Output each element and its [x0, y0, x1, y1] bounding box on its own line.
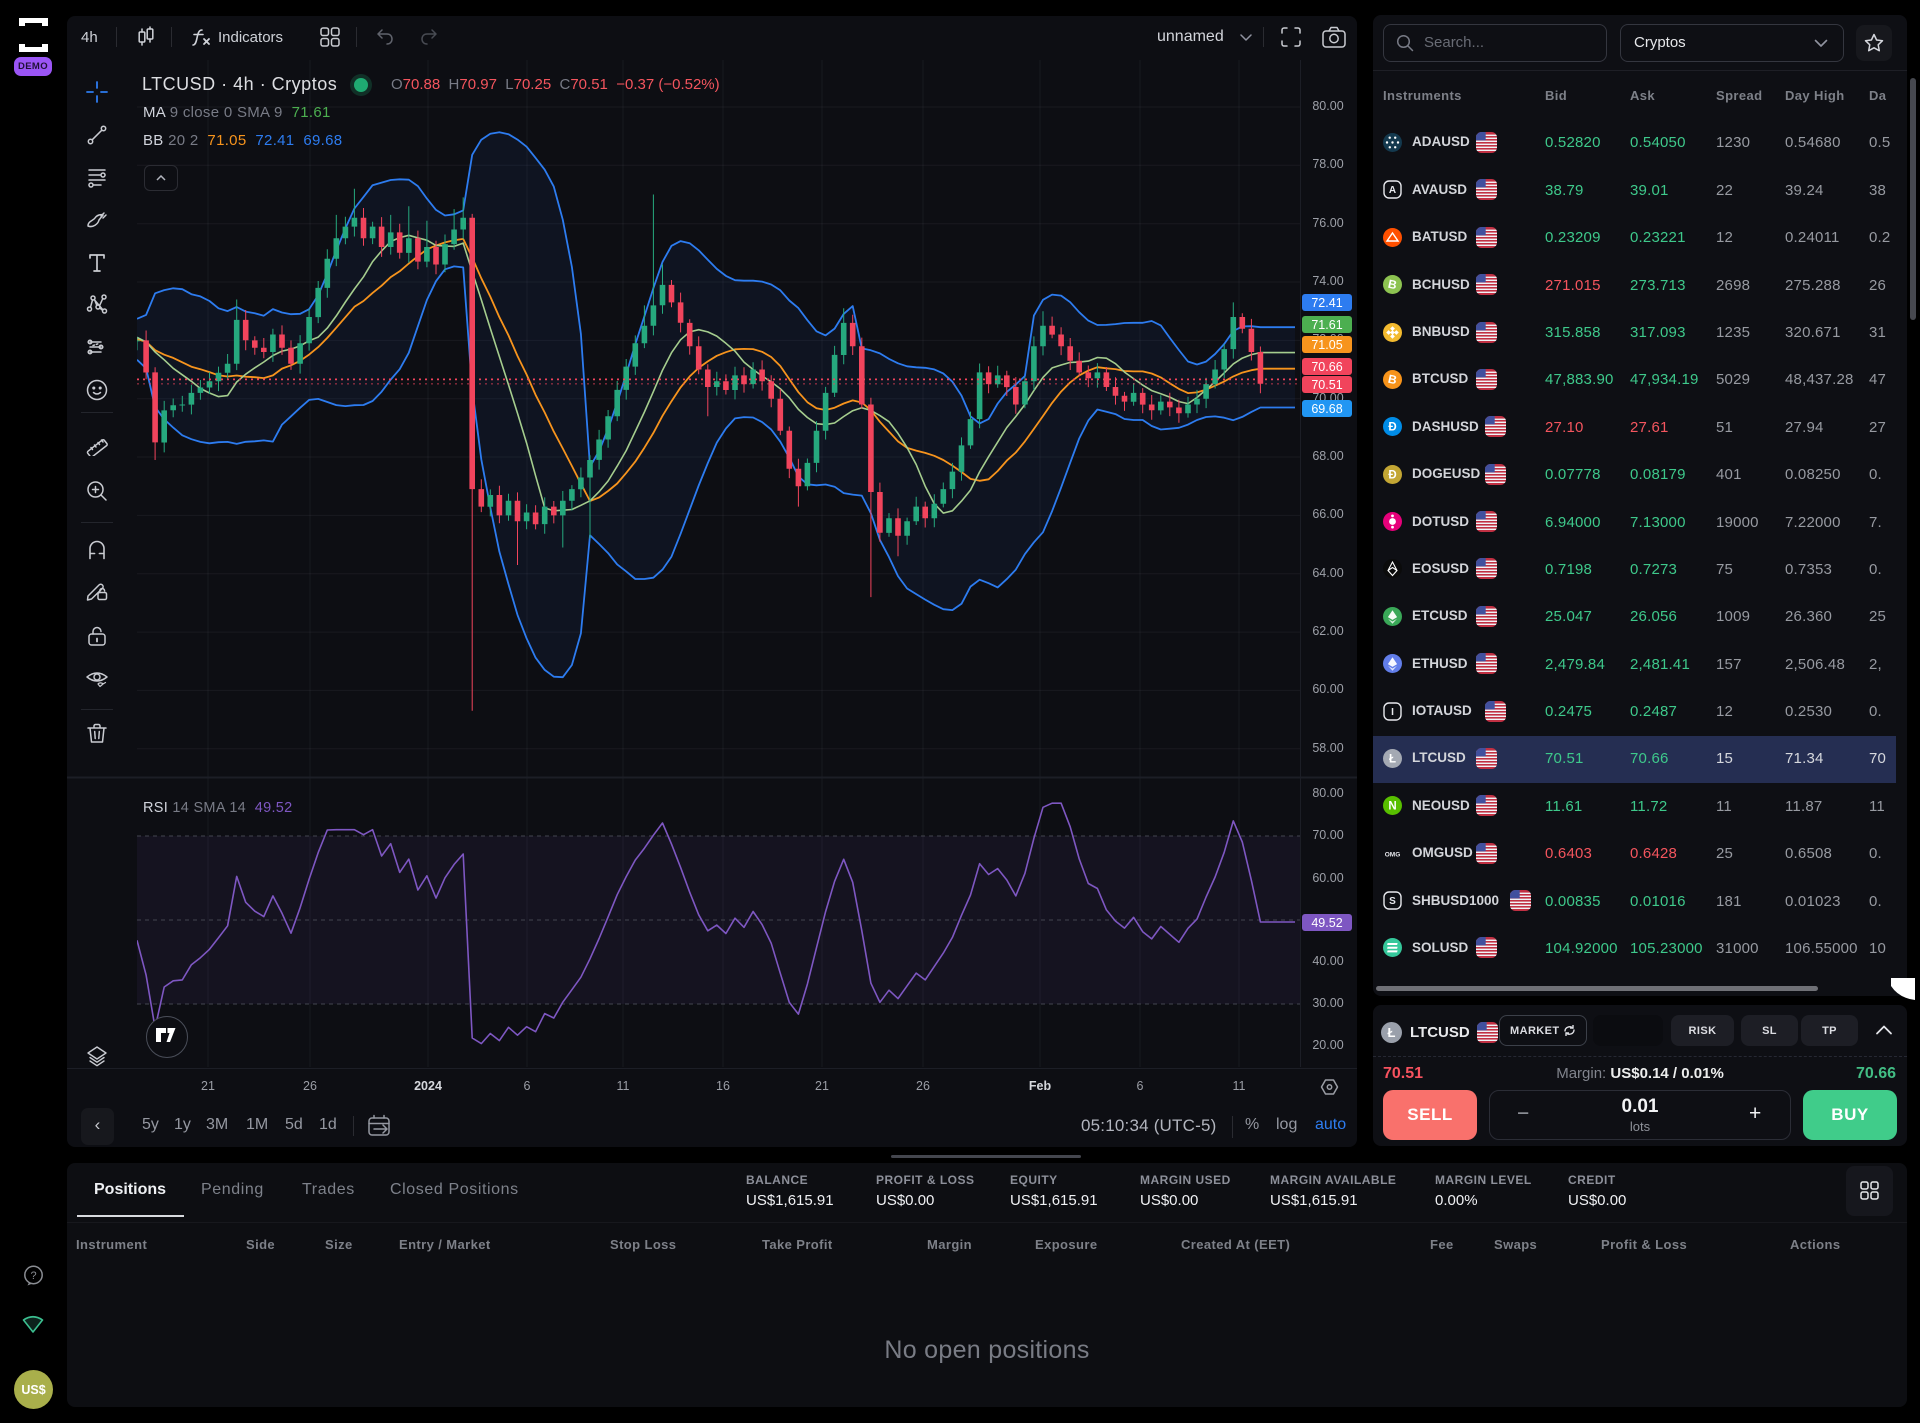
svg-text:A: A [1389, 185, 1396, 196]
svg-text:?: ? [30, 1270, 36, 1282]
svg-text:B: B [1387, 372, 1399, 388]
svg-text:Ð: Ð [1388, 470, 1396, 482]
svg-text:B: B [1387, 277, 1399, 293]
svg-text:N: N [1388, 801, 1396, 813]
svg-text:I: I [1391, 707, 1394, 718]
svg-text:Ð: Ð [1388, 422, 1396, 434]
svg-text:Ł: Ł [1389, 754, 1396, 766]
svg-text:OMG: OMG [1385, 851, 1401, 858]
svg-text:S: S [1389, 896, 1396, 907]
